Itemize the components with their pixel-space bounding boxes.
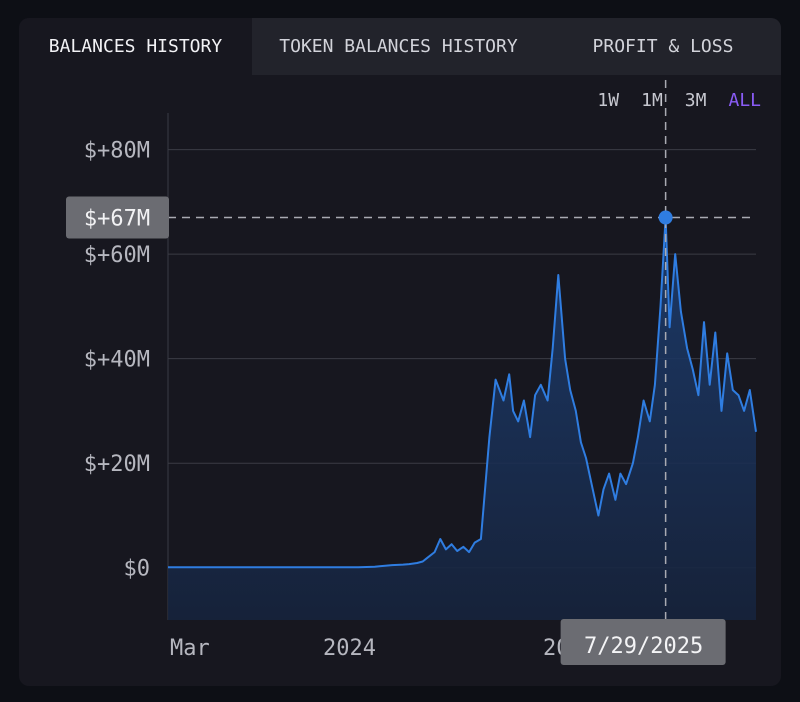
crosshair-value-label: $+67M bbox=[84, 207, 150, 232]
crosshair-point bbox=[658, 210, 673, 225]
series-area bbox=[168, 216, 757, 620]
crosshair-date-tag bbox=[560, 619, 726, 665]
y-tick-label: $+40M bbox=[84, 348, 150, 373]
tab-balances-history[interactable]: BALANCES HISTORY bbox=[19, 18, 252, 75]
tab-bar: BALANCES HISTORY TOKEN BALANCES HISTORY … bbox=[19, 18, 781, 75]
tab-token-balances-history[interactable]: TOKEN BALANCES HISTORY bbox=[252, 18, 545, 75]
range-1m[interactable]: 1M bbox=[641, 90, 663, 111]
range-all[interactable]: ALL bbox=[728, 90, 761, 111]
y-tick-labels: $0 $+20M $+40M $+60M $+80M bbox=[84, 139, 150, 582]
x-tick-labels: Mar20242025 bbox=[170, 636, 596, 661]
y-tick-label: $+20M bbox=[84, 452, 150, 477]
range-selector: 1W 1M 3M ALL bbox=[575, 90, 761, 111]
range-3m[interactable]: 3M bbox=[684, 90, 707, 111]
crosshair-value-tag bbox=[66, 196, 169, 239]
range-1w[interactable]: 1W bbox=[597, 90, 620, 111]
x-tick-label: 2024 bbox=[323, 636, 376, 661]
y-tick-label: $0 bbox=[124, 557, 151, 582]
series-area-fill bbox=[168, 217, 756, 620]
crosshair-date-label: 7/29/2025 bbox=[584, 634, 703, 659]
tab-profit-loss[interactable]: PROFIT & LOSS bbox=[545, 18, 781, 75]
y-tick-label: $+80M bbox=[84, 139, 150, 164]
x-tick-label: Mar bbox=[170, 636, 210, 661]
balance-chart[interactable]: $0$+20M$+40M$+60M$+80M Mar20242025 $+67M… bbox=[19, 18, 781, 686]
chart-panel: BALANCES HISTORY TOKEN BALANCES HISTORY … bbox=[19, 18, 781, 686]
series-line bbox=[168, 216, 757, 569]
crosshair: $+67M 7/29/2025 bbox=[66, 80, 756, 665]
y-tick-label: $+60M bbox=[84, 243, 150, 268]
